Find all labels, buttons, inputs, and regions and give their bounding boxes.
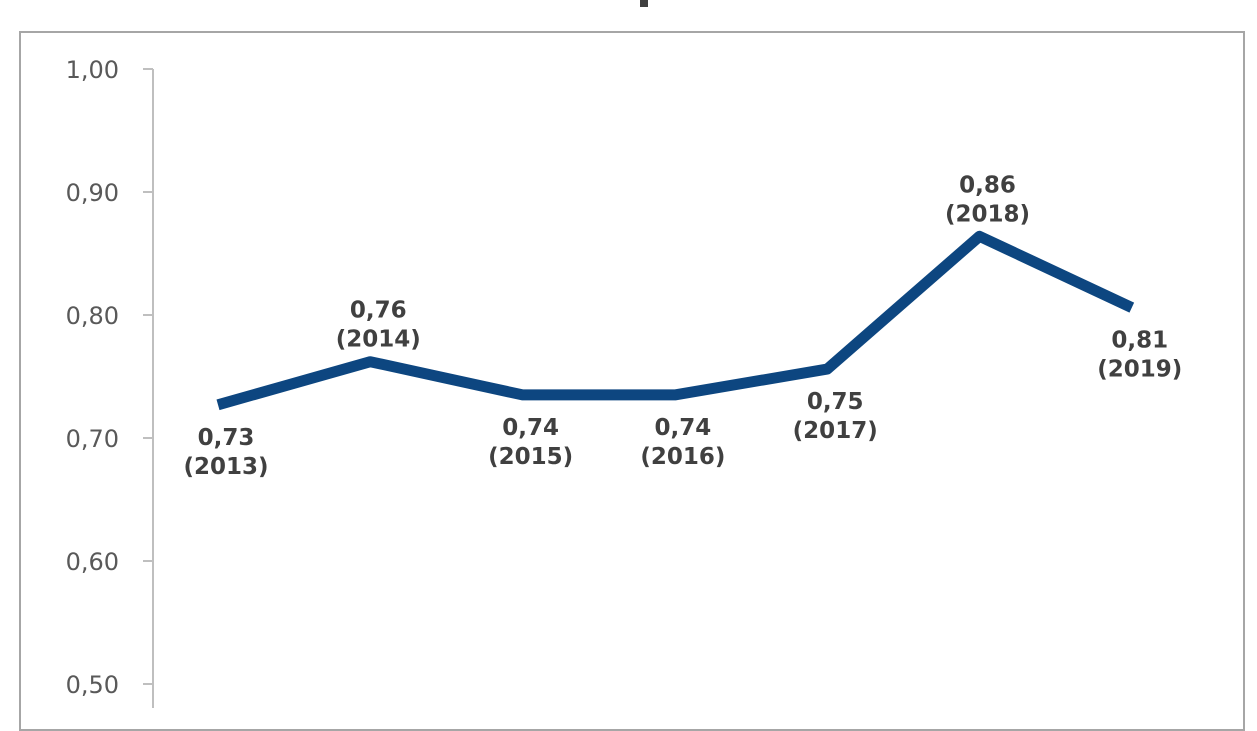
data-label-value: 0,86 [959, 172, 1016, 198]
data-label-year: (2014) [336, 327, 421, 353]
y-tick-label: 0,50 [66, 671, 119, 699]
y-tick-label: 1,00 [66, 56, 119, 84]
data-label-value: 0,73 [198, 425, 255, 451]
data-label-value: 0,74 [655, 415, 712, 441]
line-chart: 0,50 0,60 0,70 0,80 0,90 1,00 0,73 (2013) 0,76 (… [0, 0, 1257, 708]
data-label-year: (2013) [183, 454, 268, 480]
y-tick-label: 0,60 [66, 548, 119, 576]
data-label-year: (2019) [1097, 357, 1182, 383]
y-tick-label: 0,70 [66, 425, 119, 453]
data-label-year: (2016) [640, 444, 725, 470]
data-label-value: 0,81 [1111, 328, 1168, 354]
data-label-value: 0,75 [807, 389, 864, 415]
y-tick-label: 0,90 [66, 179, 119, 207]
data-label-value: 0,74 [502, 415, 559, 441]
data-label-value: 0,76 [350, 298, 407, 324]
y-axis: 0,50 0,60 0,70 0,80 0,90 1,00 [66, 56, 153, 708]
data-label-year: (2015) [488, 444, 573, 470]
y-tick-label: 0,80 [66, 302, 119, 330]
data-label-year: (2018) [945, 201, 1030, 227]
data-label-year: (2017) [793, 418, 878, 444]
data-labels: 0,73 (2013) 0,76 (2014) 0,74 (2015) 0,74 (2016)… [183, 172, 1182, 480]
